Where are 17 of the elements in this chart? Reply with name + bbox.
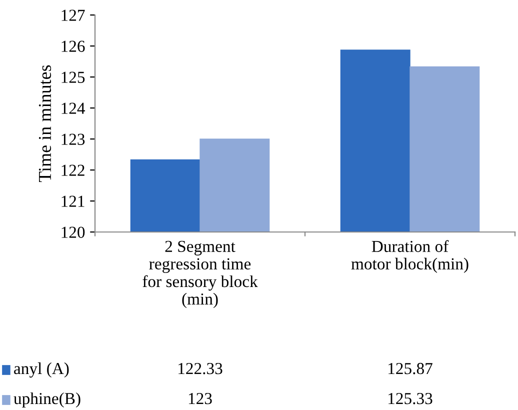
- data-label: 122.33: [178, 362, 222, 374]
- x-tick-label: 2 Segment regression time for sensory block (min): [142, 240, 258, 308]
- y-tick-label: 122: [62, 164, 84, 176]
- data-label: 123: [188, 392, 212, 404]
- y-tick-label: 125: [62, 72, 85, 83]
- y-tick-label: 126: [62, 40, 85, 52]
- legend-label: anyl (A): [14, 362, 69, 378]
- data-label: 125.33: [388, 392, 432, 404]
- y-tick-label: 127: [62, 10, 85, 21]
- data-label: 125.87: [388, 362, 432, 374]
- y-tick-label: 124: [62, 102, 86, 114]
- y-tick-label: 120: [62, 226, 85, 238]
- x-tick-label: Duration of motor block(min): [351, 240, 468, 273]
- legend-label: uphine(B): [14, 392, 80, 408]
- y-tick-label: 123: [62, 134, 85, 145]
- y-axis-title: Time in minutes: [38, 65, 52, 182]
- y-tick-label: 121: [62, 196, 84, 207]
